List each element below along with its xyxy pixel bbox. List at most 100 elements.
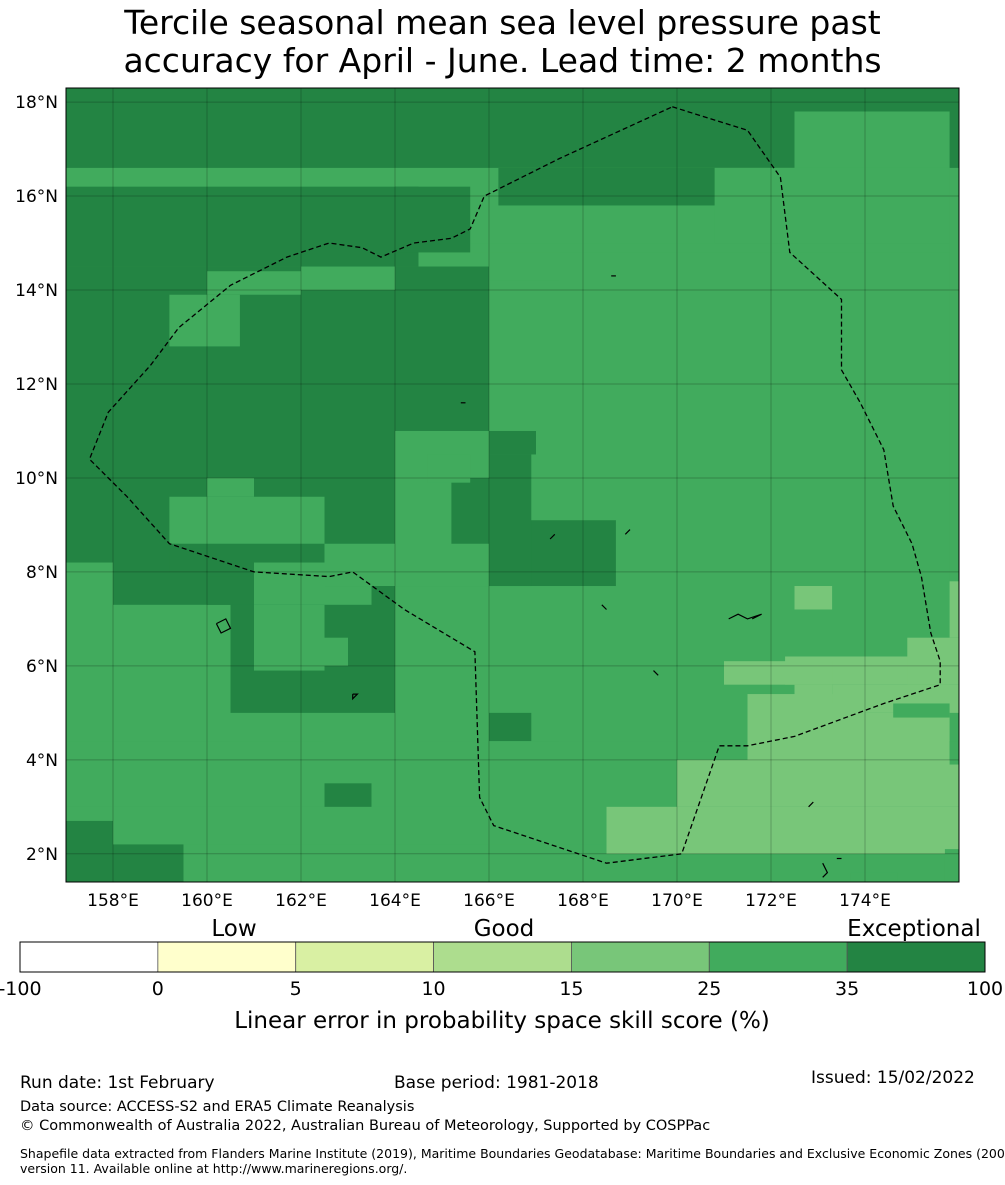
- skill-cell: [606, 806, 959, 854]
- skill-cell: [442, 243, 950, 253]
- island: [215, 618, 232, 634]
- skill-cell: [498, 167, 715, 206]
- legend-heading-exceptional: Exceptional: [847, 916, 981, 942]
- chart-title-line-2: accuracy for April - June. Lead time: 2 …: [123, 41, 882, 80]
- island: [352, 693, 359, 701]
- latitude-ticks: 18°N 16°N 14°N 12°N 10°N 8°N 6°N 4°N 2°N: [15, 93, 58, 865]
- island: [549, 533, 556, 540]
- skill-cell: [66, 741, 325, 807]
- colorbar-label: Linear error in probability space skill …: [234, 1008, 770, 1034]
- skill-cell: [113, 604, 231, 742]
- skill-cell: [207, 576, 254, 605]
- latitude-tick-label: 2°N: [26, 845, 58, 865]
- eez-boundaries: [88, 106, 941, 864]
- skill-cell: [949, 741, 959, 765]
- longitude-tick-label: 158°E: [87, 891, 139, 911]
- island: [653, 670, 659, 676]
- longitude-tick-label: 160°E: [181, 891, 233, 911]
- island: [601, 604, 607, 610]
- colorbar-outline: [19, 941, 986, 973]
- skill-cell: [66, 820, 113, 882]
- colorbar-segment: [571, 941, 710, 973]
- latitude-tick-label: 8°N: [26, 563, 58, 583]
- skill-cell: [427, 454, 471, 483]
- skill-cell: [301, 266, 395, 291]
- island: [808, 801, 814, 808]
- skill-cell: [254, 604, 325, 671]
- graticule: [66, 88, 959, 882]
- skill-map: 158°E 160°E 162°E 164°E 166°E 168°E 170°E 172°E…: [0, 87, 1003, 1034]
- colorbar-segment: [157, 941, 297, 973]
- skill-cell: [451, 477, 489, 544]
- skill-cell: [944, 849, 959, 882]
- skill-cell: [183, 844, 607, 882]
- latitude-tick-label: 14°N: [15, 281, 58, 301]
- skill-cell: [489, 712, 532, 742]
- map-frame: [65, 87, 960, 883]
- zone-east: [88, 106, 941, 864]
- skill-cell: [324, 637, 348, 666]
- latitude-tick-label: 16°N: [15, 187, 58, 207]
- skill-cell: [850, 872, 898, 882]
- copyright: © Commonwealth of Australia 2022, Austra…: [20, 1118, 711, 1134]
- latitude-tick-label: 4°N: [26, 751, 58, 771]
- longitude-tick-label: 172°E: [745, 891, 797, 911]
- base-period: Base period: 1981-2018: [394, 1073, 599, 1093]
- skill-cell: [489, 454, 532, 587]
- island: [728, 613, 762, 620]
- legend-heading-good: Good: [474, 916, 535, 942]
- skill-cell: [893, 703, 950, 718]
- skill-cell: [324, 543, 395, 587]
- latitude-tick-label: 10°N: [15, 469, 58, 489]
- colorbar-segment: [846, 941, 986, 973]
- island: [624, 529, 631, 535]
- longitude-ticks: 158°E 160°E 162°E 164°E 166°E 168°E 170°E 172°E…: [87, 891, 891, 911]
- shapefile-credit-line-1: Shapefile data extracted from Flanders M…: [20, 1146, 1005, 1161]
- skill-cell: [489, 430, 536, 455]
- island: [822, 862, 829, 878]
- skill-cell: [395, 665, 475, 742]
- colorbar-tick-label: 35: [835, 978, 859, 1000]
- skill-cells: [66, 88, 959, 882]
- longitude-tick-label: 174°E: [839, 891, 891, 911]
- latitude-tick-label: 6°N: [26, 657, 58, 677]
- colorbar-tick-label: 100: [967, 978, 1003, 1000]
- run-date: Run date: 1st February: [20, 1073, 215, 1093]
- chart-title-line-1: Tercile seasonal mean sea level pressure…: [124, 3, 881, 42]
- data-source: Data source: ACCESS-S2 and ERA5 Climate …: [20, 1099, 415, 1115]
- colorbar-segment: [708, 941, 848, 973]
- issued-date: Issued: 15/02/2022: [811, 1068, 975, 1088]
- skill-cell: [207, 477, 254, 497]
- skill-cell: [794, 586, 833, 610]
- skill-cell: [949, 581, 959, 638]
- skill-cell: [66, 186, 419, 267]
- skill-cell: [489, 741, 560, 845]
- legend-heading-low: Low: [211, 916, 256, 942]
- colorbar-tick-label: 0: [152, 978, 164, 1000]
- colorbar-tick-label: 25: [697, 978, 721, 1000]
- skill-cell: [907, 637, 959, 685]
- skill-cell: [395, 186, 471, 253]
- skill-cell: [395, 266, 489, 431]
- latitude-tick-label: 12°N: [15, 375, 58, 395]
- longitude-tick-label: 168°E: [557, 891, 609, 911]
- longitude-tick-label: 170°E: [651, 891, 703, 911]
- shapefile-credit-line-2: version 11. Available online at http://w…: [20, 1161, 408, 1176]
- skill-cell: [324, 783, 372, 807]
- skill-cell: [794, 684, 833, 704]
- skill-cell: [169, 548, 207, 572]
- colorbar: -100 0 5 10 15 25 35 100: [0, 941, 1003, 1000]
- colorbar-segment: [433, 941, 572, 973]
- colorbar-segment: [19, 941, 159, 973]
- skill-cell: [169, 294, 240, 347]
- longitude-tick-label: 162°E: [275, 891, 327, 911]
- skill-cell: [677, 759, 959, 807]
- colorbar-segment: [295, 941, 434, 973]
- islands: [215, 275, 842, 878]
- latitude-tick-label: 18°N: [15, 93, 58, 113]
- skill-cell: [169, 496, 325, 544]
- colorbar-tick-label: -100: [0, 978, 42, 1000]
- longitude-tick-label: 166°E: [463, 891, 515, 911]
- skill-cell: [724, 661, 833, 685]
- longitude-tick-label: 164°E: [369, 891, 421, 911]
